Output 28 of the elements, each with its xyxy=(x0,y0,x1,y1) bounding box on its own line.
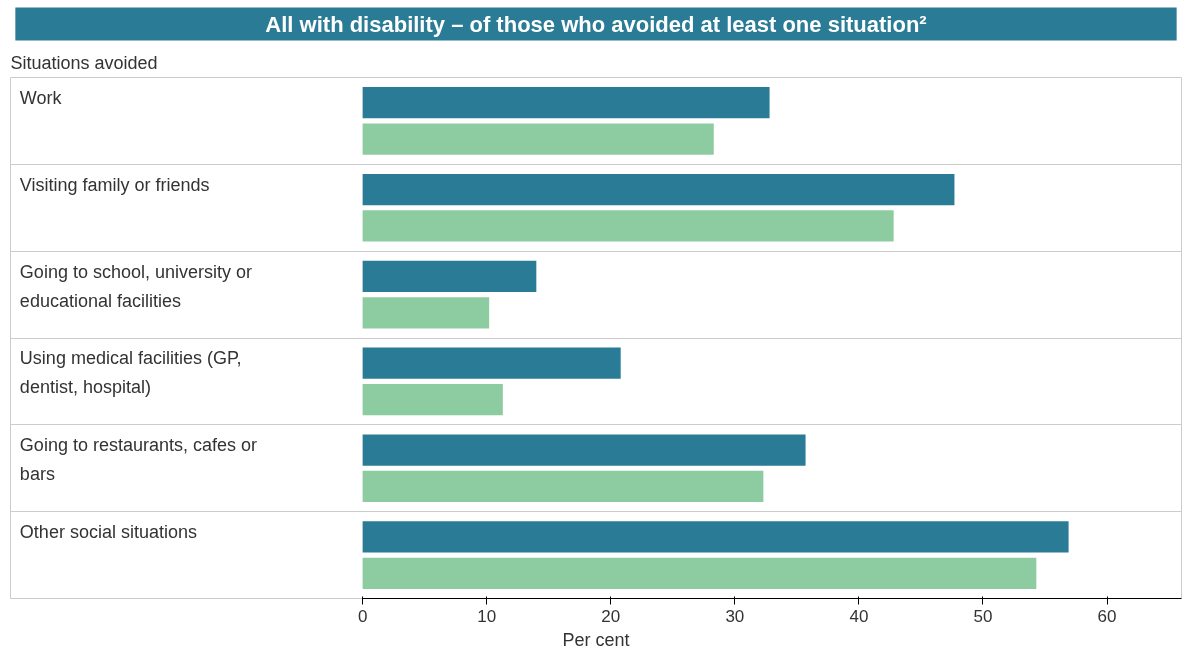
y-tick-label: Going to school, university or educational facilities xyxy=(19,261,252,311)
bar xyxy=(362,557,1037,589)
x-axis-title: Per cent xyxy=(562,629,630,650)
y-tick-label: Work xyxy=(19,87,63,108)
x-tick-label: 50 xyxy=(973,606,993,626)
chart-title: All with disability – of those who avoided at least one situation² xyxy=(265,11,927,37)
bar xyxy=(362,347,621,379)
bar xyxy=(362,173,955,206)
bar xyxy=(362,521,1069,553)
x-tick-label: 60 xyxy=(1097,606,1117,626)
bar xyxy=(362,87,770,119)
bar xyxy=(362,123,714,155)
bar xyxy=(362,260,537,292)
bar xyxy=(362,297,490,329)
x-tick-label: 0 xyxy=(357,606,368,626)
x-tick-label: 40 xyxy=(849,606,869,626)
y-axis-title: Situations avoided xyxy=(10,52,158,73)
y-tick-label: Visiting family or friends xyxy=(19,174,210,195)
x-tick-label: 30 xyxy=(725,606,745,626)
x-tick-label: 20 xyxy=(601,606,621,626)
bar xyxy=(362,384,503,416)
bar xyxy=(362,210,894,242)
y-tick-label: Going to restaurants, cafes or bars xyxy=(19,435,257,485)
y-tick-label: Using medical facilities (GP, dentist, hospital) xyxy=(19,348,242,398)
y-tick-label: Other social situations xyxy=(19,522,197,543)
x-tick-label: 10 xyxy=(477,606,497,626)
bar xyxy=(362,434,806,466)
bar xyxy=(362,470,764,503)
